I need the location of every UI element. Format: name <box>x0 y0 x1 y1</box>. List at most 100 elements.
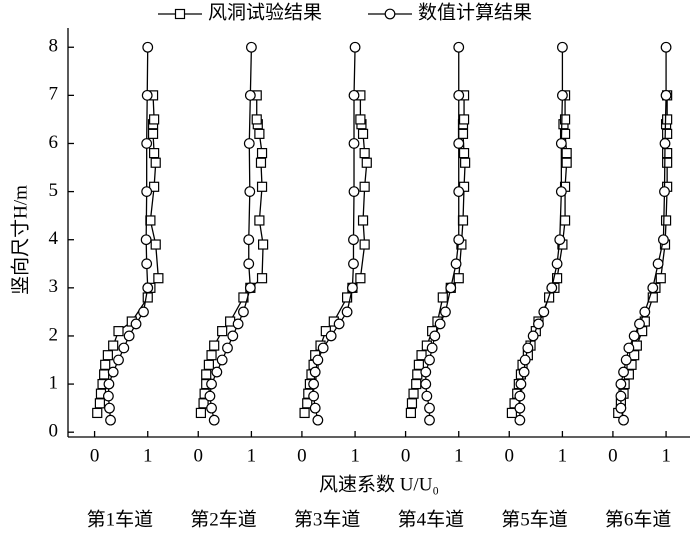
square-marker <box>357 128 369 139</box>
square-marker <box>256 273 268 284</box>
circle-marker <box>243 138 255 149</box>
circle-marker <box>141 186 153 198</box>
x-tick-label: 0 <box>401 445 411 466</box>
x-tick-label: 0 <box>297 445 307 466</box>
circle-marker <box>140 234 152 246</box>
square-marker <box>92 407 103 419</box>
profile-line <box>209 47 253 421</box>
square-marker <box>359 148 370 159</box>
circle-marker <box>424 414 435 426</box>
x-tick-label: 1 <box>247 445 257 466</box>
circle-marker <box>634 318 645 330</box>
circle-marker <box>123 330 135 342</box>
square-marker <box>256 181 268 192</box>
circle-marker <box>243 234 255 246</box>
circle-marker <box>515 378 527 390</box>
square-marker <box>437 292 448 303</box>
square-marker <box>413 359 424 370</box>
circle-marker <box>445 282 457 294</box>
circle-marker <box>555 186 567 198</box>
circle-marker <box>105 414 116 426</box>
square-marker <box>299 407 310 419</box>
x-tick-label: 0 <box>504 445 514 466</box>
square-marker <box>408 388 419 399</box>
square-marker <box>201 369 212 380</box>
square-marker <box>99 369 110 380</box>
circle-marker <box>551 258 563 270</box>
square-marker <box>206 350 217 361</box>
circle-marker <box>519 354 531 366</box>
square-marker <box>203 359 214 370</box>
circle-marker <box>514 390 526 402</box>
circle-marker <box>518 366 530 378</box>
square-marker <box>662 128 673 139</box>
circle-marker <box>317 342 329 354</box>
square-marker <box>302 398 313 409</box>
y-tick-label: 1 <box>49 372 59 393</box>
y-tick-label: 7 <box>49 84 59 105</box>
square-marker <box>559 215 571 226</box>
square-marker <box>149 148 160 159</box>
circle-marker <box>244 186 256 198</box>
x-tick-label: 1 <box>661 445 671 466</box>
circle-marker <box>514 402 526 414</box>
x-tick-label: 1 <box>350 445 360 466</box>
circle-marker <box>615 402 627 414</box>
circle-marker <box>333 318 345 330</box>
y-axis-label: 竖向尺寸H/m <box>9 185 31 295</box>
circle-marker <box>244 282 256 294</box>
square-marker <box>355 114 366 125</box>
x-tick-label: 0 <box>90 445 100 466</box>
circle-marker <box>426 342 438 354</box>
circle-marker <box>453 89 465 101</box>
circle-marker <box>348 89 360 101</box>
square-marker <box>149 114 160 125</box>
circle-marker <box>660 41 672 53</box>
circle-marker <box>615 378 627 390</box>
circle-marker <box>347 282 358 294</box>
square-marker <box>145 215 156 226</box>
square-marker <box>660 215 672 226</box>
circle-marker <box>450 258 462 270</box>
circle-marker <box>429 330 441 342</box>
square-marker <box>209 340 220 351</box>
circle-marker <box>309 366 321 378</box>
square-marker <box>150 239 161 250</box>
circle-marker <box>639 306 651 318</box>
panel-title: 第5车道 <box>501 508 568 530</box>
square-marker <box>662 157 673 168</box>
y-tick-label: 8 <box>49 36 59 57</box>
square-marker <box>150 157 161 168</box>
square-marker <box>460 157 471 168</box>
circle-marker <box>554 234 566 246</box>
circle-marker <box>103 378 115 390</box>
y-tick-label: 4 <box>49 228 59 249</box>
circle-marker <box>349 41 361 53</box>
square-marker <box>113 326 124 337</box>
circle-marker <box>216 354 228 366</box>
panel-title: 第3车道 <box>294 508 361 530</box>
y-tick-label: 2 <box>49 324 59 345</box>
square-marker <box>149 181 160 192</box>
circle-marker <box>620 354 632 366</box>
y-tick-label: 3 <box>49 276 59 297</box>
circle-marker <box>118 342 130 354</box>
square-marker <box>359 181 370 192</box>
circle-marker <box>348 258 359 270</box>
circle-marker <box>308 378 320 390</box>
circle-marker <box>244 89 256 101</box>
square-marker <box>458 148 470 159</box>
square-marker <box>251 114 262 125</box>
circle-marker <box>420 378 432 390</box>
circle-marker <box>206 402 217 414</box>
circle-marker <box>453 234 465 246</box>
circle-marker <box>308 390 320 402</box>
circle-marker <box>659 186 670 198</box>
circle-marker <box>434 318 446 330</box>
circle-marker <box>103 390 114 402</box>
square-marker <box>453 273 464 284</box>
square-marker <box>198 398 209 409</box>
square-marker <box>102 350 113 361</box>
square-marker <box>405 407 416 419</box>
y-tick-label: 0 <box>49 421 59 442</box>
